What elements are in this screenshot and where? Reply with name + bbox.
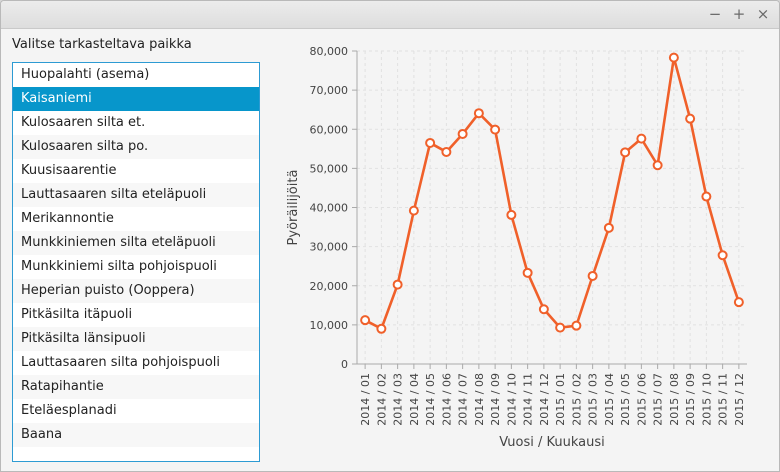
- series-line: [364, 56, 741, 331]
- list-item[interactable]: Pitkäsilta länsipuoli: [13, 327, 259, 351]
- data-point[interactable]: [522, 267, 533, 278]
- list-item[interactable]: Kaisaniemi: [13, 87, 259, 111]
- data-point[interactable]: [506, 209, 517, 220]
- data-point[interactable]: [603, 222, 614, 233]
- x-tick-label: 2015 / 03: [587, 373, 600, 426]
- y-tick-label: 60,000: [310, 123, 349, 136]
- y-axis-title: Pyöräilijöitä: [286, 170, 301, 246]
- list-item[interactable]: Eteläesplanadi: [21, 403, 117, 418]
- x-tick-label: 2014 / 07: [457, 373, 470, 426]
- data-point[interactable]: [408, 205, 419, 216]
- list-item[interactable]: Munkkiniemen silta eteläpuoli: [13, 231, 259, 255]
- x-tick-label: 2015 / 05: [619, 373, 632, 426]
- list-item[interactable]: Kulosaaren silta et.: [21, 115, 146, 130]
- list-item[interactable]: Merikannontie: [21, 211, 114, 226]
- x-tick-label: 2015 / 04: [603, 373, 616, 426]
- x-tick-label: 2015 / 07: [652, 373, 665, 426]
- x-tick-label: 2014 / 08: [473, 373, 486, 426]
- data-point[interactable]: [636, 133, 647, 144]
- y-tick-label: 40,000: [310, 202, 349, 215]
- list-item[interactable]: Kuusisaarentie: [21, 163, 117, 178]
- minimize-icon[interactable]: −: [708, 5, 722, 23]
- y-tick-label: 70,000: [310, 84, 349, 97]
- y-tick-label: 30,000: [310, 241, 349, 254]
- x-axis-title: Vuosi / Kuukausi: [499, 435, 604, 450]
- data-point[interactable]: [717, 250, 728, 261]
- x-tick-label: 2014 / 11: [522, 373, 535, 426]
- maximize-icon[interactable]: +: [732, 5, 746, 23]
- data-point[interactable]: [620, 147, 631, 158]
- list-item[interactable]: Huopalahti (asema): [21, 67, 150, 82]
- y-tick-label: 50,000: [310, 162, 349, 175]
- data-point[interactable]: [392, 279, 403, 290]
- data-point[interactable]: [425, 137, 436, 148]
- x-tick-label: 2015 / 08: [668, 373, 681, 426]
- location-prompt-label: Valitse tarkasteltava paikka: [12, 37, 192, 52]
- x-tick-label: 2014 / 06: [440, 373, 453, 426]
- x-tick-label: 2015 / 12: [733, 373, 746, 426]
- list-item[interactable]: Lauttasaaren silta pohjoispuoli: [21, 355, 220, 370]
- list-item[interactable]: Pitkäsilta itäpuoli: [21, 307, 133, 322]
- data-point[interactable]: [457, 128, 468, 139]
- title-bar: − + ×: [1, 1, 779, 29]
- data-point[interactable]: [360, 315, 371, 326]
- list-item[interactable]: Heperian puisto (Ooppera): [13, 279, 259, 303]
- close-icon[interactable]: ×: [756, 5, 770, 23]
- y-tick-label: 10,000: [310, 319, 349, 332]
- x-tick-label: 2015 / 11: [717, 373, 730, 426]
- list-item[interactable]: Kulosaaren silta po.: [13, 135, 259, 159]
- data-point[interactable]: [668, 52, 679, 63]
- x-tick-label: 2014 / 01: [359, 373, 372, 426]
- x-tick-label: 2014 / 04: [408, 373, 421, 426]
- x-tick-label: 2015 / 10: [700, 373, 713, 426]
- cyclists-line-chart: 0 10,000 20,000 30,000 40,000 50,000 60,000 70,…: [286, 45, 747, 450]
- list-item[interactable]: Lauttasaaren silta eteläpuoli: [13, 183, 259, 207]
- x-tick-label: 2014 / 09: [489, 373, 502, 426]
- x-tick-label: 2015 / 06: [635, 373, 648, 426]
- data-point[interactable]: [441, 146, 452, 157]
- x-tick-label: 2014 / 10: [505, 373, 518, 426]
- data-point[interactable]: [473, 108, 484, 119]
- y-tick-label: 80,000: [310, 45, 349, 58]
- data-point[interactable]: [587, 270, 598, 281]
- data-point[interactable]: [376, 323, 387, 334]
- data-point[interactable]: [733, 297, 744, 308]
- x-tick-label: 2015 / 02: [570, 373, 583, 426]
- data-point[interactable]: [652, 160, 663, 171]
- x-tick-label: 2014 / 03: [392, 373, 405, 426]
- data-point[interactable]: [538, 304, 549, 315]
- x-tick-label: 2014 / 02: [375, 373, 388, 426]
- x-tick-label: 2015 / 09: [684, 373, 697, 426]
- data-point[interactable]: [701, 191, 712, 202]
- x-tick-label: 2014 / 05: [424, 373, 437, 426]
- data-point[interactable]: [571, 320, 582, 331]
- data-point[interactable]: [555, 322, 566, 333]
- x-tick-label: 2015 / 01: [554, 373, 567, 426]
- list-item[interactable]: Munkkiniemi silta pohjoispuoli: [21, 259, 217, 274]
- data-point[interactable]: [490, 124, 501, 135]
- location-list[interactable]: Huopalahti (asema) Kaisaniemi Kulosaaren s…: [12, 62, 260, 462]
- y-tick-label: 20,000: [310, 280, 349, 293]
- list-item[interactable]: Ratapihantie: [13, 375, 259, 399]
- y-tick-label: 0: [341, 358, 348, 371]
- x-tick-label: 2014 / 12: [538, 373, 551, 426]
- list-item[interactable]: Baana: [13, 423, 259, 447]
- data-point[interactable]: [685, 113, 696, 124]
